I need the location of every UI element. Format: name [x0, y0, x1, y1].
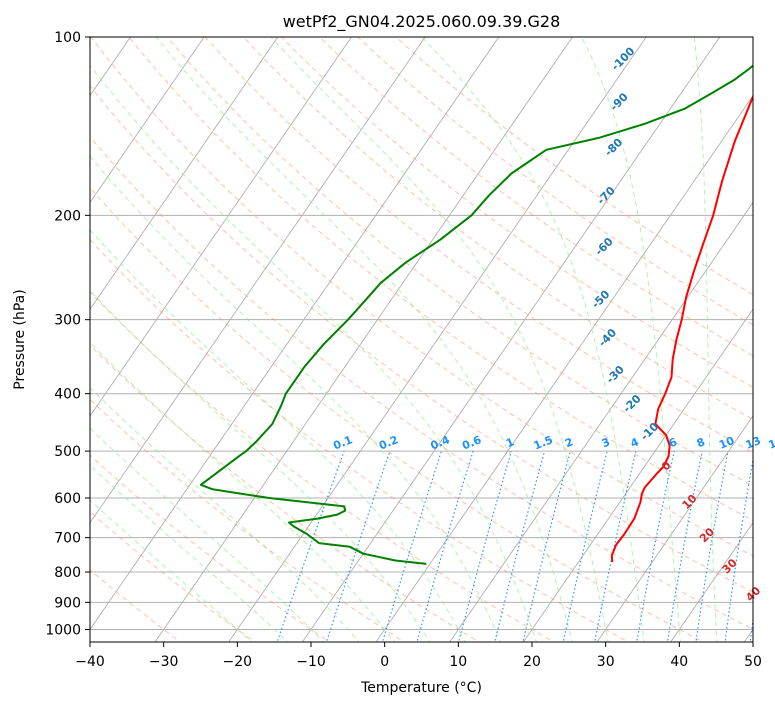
mixing-ratio-label: 8: [695, 435, 707, 450]
x-tick-label: −20: [223, 654, 253, 670]
moist-adiabat: [421, 37, 645, 642]
mixing-ratio-line: [326, 450, 391, 642]
moist-adiabat: [90, 229, 466, 642]
mixing-ratio-label: 16: [767, 434, 775, 452]
y-tick-label: 700: [54, 531, 81, 547]
mixing-ratio-line: [562, 450, 608, 642]
isotherm-gridline: [90, 37, 205, 204]
dry-adiabat: [90, 37, 753, 557]
y-tick-label: 600: [54, 491, 81, 507]
y-tick-label: 400: [54, 387, 81, 403]
mixing-ratio-label: 10: [717, 434, 736, 452]
isotherm-gridline: [522, 308, 753, 642]
y-tick-label: 300: [54, 313, 81, 329]
moist-adiabat: [155, 37, 573, 642]
mixing-ratio-line: [636, 450, 675, 642]
dry-adiabat: [90, 85, 753, 593]
x-tick-label: 10: [449, 654, 467, 670]
y-tick-label: 900: [54, 595, 81, 611]
x-tick-label: −30: [149, 654, 179, 670]
isotherm-gridline: [154, 37, 573, 642]
mixing-ratio-line: [594, 450, 637, 642]
mixing-ratio-line: [416, 450, 474, 642]
y-tick-label: 1000: [45, 622, 81, 638]
moist-adiabat: [90, 341, 396, 642]
isotherm-gridline: [375, 94, 753, 642]
isotherm-gridline: [449, 201, 753, 642]
chart-title: wetPf2_GN04.2025.060.09.39.G28: [283, 12, 561, 32]
isotherm-gridline: [90, 37, 426, 524]
x-tick-label: 50: [744, 654, 762, 670]
dry-adiabat: [90, 187, 705, 642]
isotherm-gridline: [670, 521, 753, 642]
x-tick-label: 40: [670, 654, 688, 670]
moist-adiabat: [693, 37, 718, 642]
y-tick-label: 800: [54, 565, 81, 581]
mixing-ratio-line: [494, 450, 546, 642]
isotherm-gridline: [90, 37, 279, 310]
dry-adiabat: [204, 37, 753, 454]
mixing-ratio-line: [381, 450, 442, 642]
dewpoint-profile-line: [199, 64, 753, 565]
mixing-ratio-label: 3: [600, 435, 612, 450]
dry-adiabat: [90, 291, 555, 642]
y-axis-label: Pressure (hPa): [12, 289, 28, 389]
dry-adiabat: [357, 37, 753, 326]
isotherm-gridline: [596, 415, 753, 642]
dry-adiabat: [90, 398, 406, 642]
mixing-ratio-line: [276, 450, 345, 642]
x-tick-label: −40: [75, 654, 105, 670]
moist-adiabat: [90, 64, 537, 642]
dry-adiabat: [90, 136, 753, 631]
moist-adiabat: [270, 37, 609, 642]
x-tick-label: 20: [523, 654, 541, 670]
mixing-ratio-line: [458, 450, 512, 642]
dry-adiabat: [281, 37, 753, 388]
moist-adiabat: [581, 37, 681, 642]
moist-adiabat: [90, 427, 325, 642]
x-tick-label: 0: [380, 654, 389, 670]
plot-frame: [89, 36, 754, 643]
moist-adiabat: [90, 387, 360, 642]
y-tick-label: 200: [54, 208, 81, 224]
x-tick-label: 30: [597, 654, 615, 670]
isotherm-gridline: [228, 37, 647, 642]
x-tick-label: −10: [296, 654, 326, 670]
mixing-ratio-label: 2: [563, 435, 575, 450]
moist-adiabat: [90, 155, 502, 642]
y-tick-label: 100: [54, 30, 81, 46]
x-axis-label: Temperature (°C): [360, 680, 482, 696]
y-tick-label: 500: [54, 444, 81, 460]
dry-adiabat: [90, 454, 331, 642]
mixing-ratio-label: 1: [504, 435, 516, 450]
dry-adiabat: [90, 238, 630, 642]
temperature-profile-line: [610, 93, 753, 563]
isotherm-gridline: [90, 37, 352, 417]
mixing-ratio-line: [522, 450, 571, 642]
isotherm-gridline: [90, 37, 500, 631]
moist-adiabat: [90, 499, 253, 642]
